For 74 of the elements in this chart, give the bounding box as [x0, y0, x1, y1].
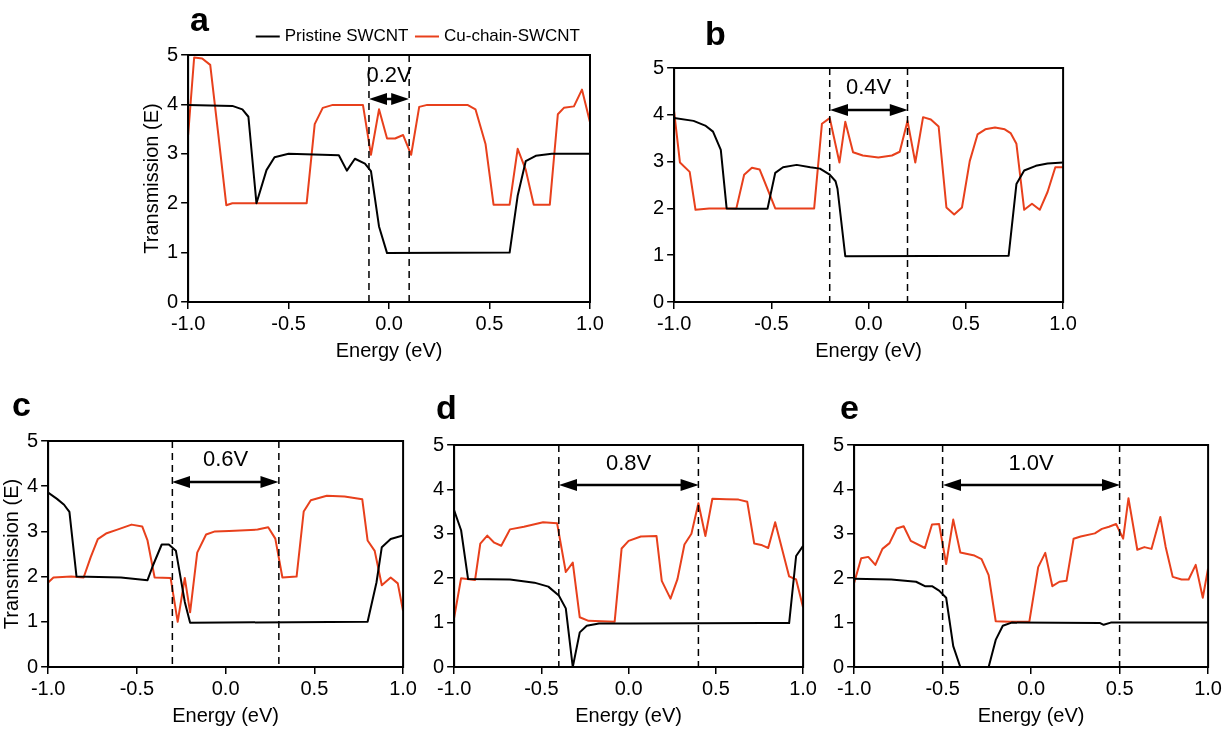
y-tick-label: 1 [167, 240, 179, 263]
y-tick-label: 2 [833, 565, 845, 588]
y-tick-label: 4 [433, 476, 445, 499]
x-tick-label: 0.5 [300, 676, 329, 699]
y-tick-label: 2 [653, 195, 665, 218]
chart-title: a [190, 0, 209, 38]
y-tick-label: 1 [653, 242, 665, 265]
y-tick-label: 0 [167, 289, 179, 312]
x-tick-label: -0.5 [754, 311, 789, 334]
y-tick-label: 0 [833, 654, 845, 677]
y-tick-label: 5 [167, 42, 179, 65]
x-axis-title: Energy (eV) [335, 338, 443, 361]
x-tick-label: 0.0 [854, 311, 883, 334]
x-tick-label: -0.5 [925, 676, 960, 699]
y-tick-label: 3 [27, 518, 39, 541]
y-tick-label: 1 [833, 610, 845, 633]
x-axis-title: Energy (eV) [575, 703, 682, 726]
x-tick-label: 1.0 [1194, 676, 1222, 699]
annotation: 1.0V [1008, 449, 1055, 475]
y-tick-label: 2 [167, 190, 179, 213]
x-tick-label: -1.0 [656, 311, 692, 334]
y-tick-label: 1 [433, 610, 445, 633]
y-tick-label: 5 [653, 55, 665, 78]
y-tick-label: 4 [833, 476, 845, 499]
y-tick-label: 3 [167, 141, 179, 164]
y-tick-label: 5 [833, 432, 845, 455]
legend-label: Pristine SWCNT [284, 26, 409, 46]
y-tick-label: 4 [167, 91, 179, 114]
y-tick-label: 3 [833, 521, 845, 544]
x-tick-label: -1.0 [836, 676, 872, 699]
legend-label: Cu-chain-SWCNT [443, 26, 581, 46]
y-tick-label: 3 [653, 149, 665, 172]
y-tick-label: 3 [433, 521, 445, 544]
chart-title: d [436, 388, 457, 426]
y-tick-label: 0 [653, 289, 665, 312]
x-tick-label: -0.5 [271, 311, 306, 334]
y-tick-label: 5 [27, 428, 39, 451]
y-tick-label: 1 [27, 609, 39, 632]
x-tick-label: 1.0 [789, 676, 817, 699]
x-tick-label: -0.5 [119, 676, 155, 699]
y-tick-label: 5 [433, 432, 445, 455]
annotation: 0.8V [605, 449, 652, 475]
x-tick-label: 0.5 [701, 676, 730, 699]
x-tick-label: 0.5 [951, 311, 980, 334]
x-axis-title: Energy (eV) [815, 338, 922, 361]
y-tick-label: 0 [27, 654, 39, 677]
x-axis-title: Energy (eV) [172, 703, 279, 726]
y-axis-title: Transmission (E) [0, 478, 22, 630]
annotation: 0.2V [366, 62, 413, 88]
x-tick-label: 0.0 [614, 676, 643, 699]
x-tick-label: -1.0 [170, 311, 206, 334]
x-tick-label: -1.0 [436, 676, 472, 699]
x-tick-label: 1.0 [1049, 311, 1077, 334]
y-tick-label: 2 [27, 564, 39, 587]
x-tick-label: 0.0 [1017, 676, 1046, 699]
annotation: 0.4V [845, 73, 892, 99]
x-tick-label: 0.5 [475, 311, 504, 334]
y-tick-label: 4 [653, 102, 665, 125]
x-tick-label: 0.0 [211, 676, 240, 699]
chart-title: c [12, 385, 31, 423]
x-tick-label: 1.0 [389, 676, 417, 699]
chart-title: b [705, 14, 726, 52]
x-tick-label: 0.5 [1105, 676, 1134, 699]
x-tick-label: -0.5 [524, 676, 559, 699]
annotation: 0.6V [202, 446, 249, 472]
x-axis-title: Energy (eV) [977, 703, 1085, 726]
x-tick-label: -1.0 [30, 676, 66, 699]
y-axis-title: Transmission (E) [139, 103, 162, 254]
y-tick-label: 4 [27, 473, 39, 496]
y-tick-label: 2 [433, 565, 445, 588]
x-tick-label: 1.0 [576, 311, 604, 334]
x-tick-label: 0.0 [375, 311, 403, 334]
chart-title: e [840, 388, 859, 426]
y-tick-label: 0 [433, 654, 445, 677]
